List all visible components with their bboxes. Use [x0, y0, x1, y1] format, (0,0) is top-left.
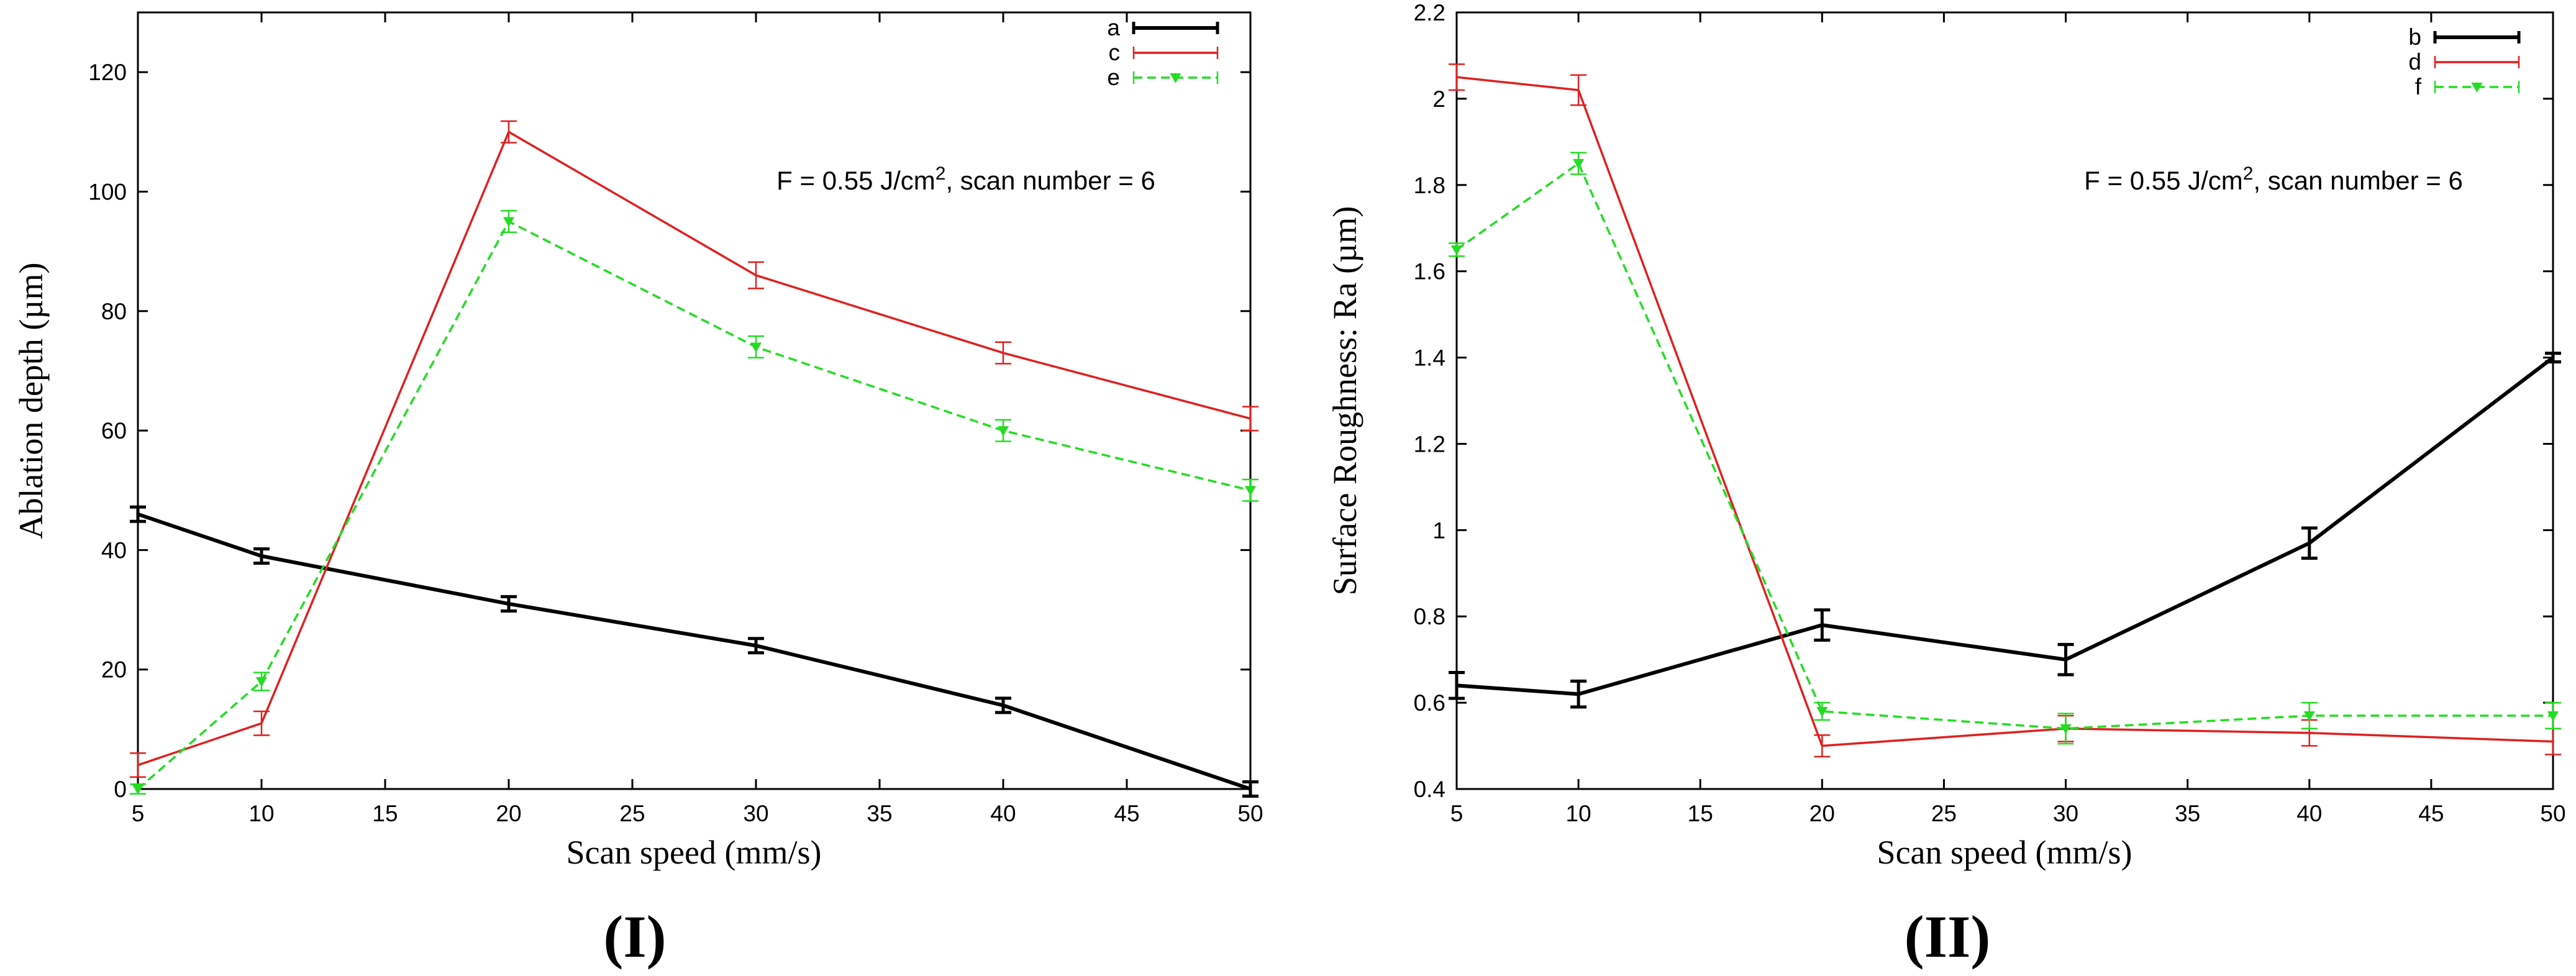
y-axis-label: Ablation depth (µm): [12, 262, 50, 539]
x-axis-label: Scan speed (mm/s): [1877, 834, 2132, 871]
y-tick-label: 1: [1432, 518, 1445, 543]
y-tick-label: 20: [101, 657, 127, 683]
legend-label: c: [1109, 40, 1121, 65]
x-tick-label: 10: [248, 801, 274, 826]
x-tick-label: 25: [1931, 801, 1957, 826]
x-tick-label: 35: [2175, 801, 2200, 826]
x-tick-label: 5: [1450, 801, 1463, 826]
x-tick-label: 35: [867, 801, 892, 826]
x-tick-label: 25: [619, 801, 645, 826]
data-point-marker: [2547, 711, 2559, 721]
x-tick-label: 15: [372, 801, 398, 826]
x-axis-label: Scan speed (mm/s): [567, 834, 822, 871]
series-line-d: [1456, 76, 2554, 747]
x-tick-label: 50: [1237, 801, 1263, 826]
data-point-marker: [998, 426, 1009, 437]
data-point-marker: [2303, 711, 2315, 721]
legend-marker: [2471, 83, 2483, 93]
legend-marker: [1170, 73, 1181, 83]
x-tick-label: 40: [2296, 801, 2322, 826]
y-tick-label: 100: [88, 179, 127, 204]
data-point-marker: [132, 785, 143, 795]
series-line-b: [1456, 356, 2554, 696]
data-point-marker: [256, 677, 267, 687]
x-tick-label: 30: [2053, 801, 2078, 826]
legend-entry-d: d: [2408, 49, 2520, 75]
data-point-marker: [1573, 159, 1585, 170]
x-tick-label: 40: [990, 801, 1016, 826]
annotation-sup: 2: [935, 163, 946, 184]
series-e: [130, 209, 1258, 795]
y-tick-label: 1.6: [1414, 259, 1445, 285]
annotation-sup: 2: [2243, 163, 2254, 184]
x-tick-label: 20: [1809, 801, 1835, 826]
x-tick-label: 50: [2540, 801, 2565, 826]
y-tick-label: 0.6: [1414, 690, 1445, 716]
series-line-c: [137, 130, 1251, 767]
series-line-f: [1455, 162, 2553, 730]
panel-label: (I): [603, 903, 666, 970]
legend-label: e: [1107, 65, 1120, 90]
x-tick-label: 10: [1566, 801, 1591, 826]
x-tick-label: 30: [743, 801, 768, 826]
x-tick-label: 45: [1114, 801, 1139, 826]
legend-entry-b: b: [2408, 24, 2521, 50]
y-tick-label: 1.8: [1414, 173, 1445, 198]
legend-label: b: [2408, 24, 2421, 50]
series-b: [1449, 352, 2561, 709]
data-point-marker: [750, 342, 762, 353]
y-tick-label: 40: [101, 537, 127, 563]
y-tick-label: 2.2: [1414, 0, 1445, 25]
legend-entry-a: a: [1107, 15, 1219, 40]
y-tick-label: 120: [88, 60, 127, 85]
legend-entry-f: f: [2415, 74, 2520, 99]
series-line-a: [137, 512, 1251, 791]
y-tick-label: 0: [114, 777, 127, 802]
annotation-suffix: , scan number = 6: [945, 166, 1155, 195]
annotation: F = 0.55 J/cm2, scan number = 6: [2084, 163, 2463, 195]
annotation-prefix: F = 0.55 J/cm: [2084, 166, 2243, 195]
data-point-marker: [1451, 245, 1462, 255]
x-tick-label: 20: [496, 801, 521, 826]
data-point-marker: [1816, 707, 1828, 717]
series-a: [130, 505, 1258, 798]
y-tick-label: 0.4: [1414, 777, 1445, 802]
y-tick-label: 80: [101, 299, 127, 324]
series-c: [130, 120, 1258, 778]
data-point-marker: [503, 217, 514, 227]
legend-entry-e: e: [1107, 65, 1219, 90]
y-tick-label: 1.2: [1414, 431, 1445, 457]
series-f: [1449, 152, 2561, 745]
legend-entry-c: c: [1109, 40, 1219, 65]
data-point-marker: [2060, 724, 2072, 734]
y-tick-label: 1.4: [1414, 345, 1445, 371]
y-axis-label: Surface Roughness: Ra (µm): [1326, 206, 1363, 595]
panel-label: (II): [1905, 903, 1991, 970]
legend-label: a: [1107, 15, 1120, 40]
y-tick-label: 2: [1432, 86, 1445, 112]
chart-ablation-depth: 5 10 15 20 25 30 35 40 45 50 0 20 40 60 80 100 120 ace A…: [12, 11, 1263, 970]
series-line-e: [137, 220, 1251, 790]
annotation-prefix: F = 0.55 J/cm: [776, 166, 935, 195]
legend-label: f: [2415, 74, 2422, 99]
plot-frame: [1455, 11, 2554, 790]
annotation-suffix: , scan number = 6: [2253, 166, 2462, 195]
chart-surface-roughness: 5 10 15 20 25 30 35 40 45 50 0.4 0.6 0.8 1 1.2 1.4 1.6 1.…: [1326, 0, 2566, 970]
x-tick-label: 5: [132, 801, 145, 826]
y-tick-label: 60: [101, 418, 127, 444]
data-point-marker: [1245, 486, 1256, 496]
legend-label: d: [2408, 49, 2421, 75]
y-tick-label: 0.8: [1414, 604, 1445, 629]
annotation: F = 0.55 J/cm2, scan number = 6: [776, 163, 1155, 195]
x-tick-label: 45: [2418, 801, 2444, 826]
x-tick-label: 15: [1688, 801, 1713, 826]
plot-frame: [137, 11, 1252, 790]
